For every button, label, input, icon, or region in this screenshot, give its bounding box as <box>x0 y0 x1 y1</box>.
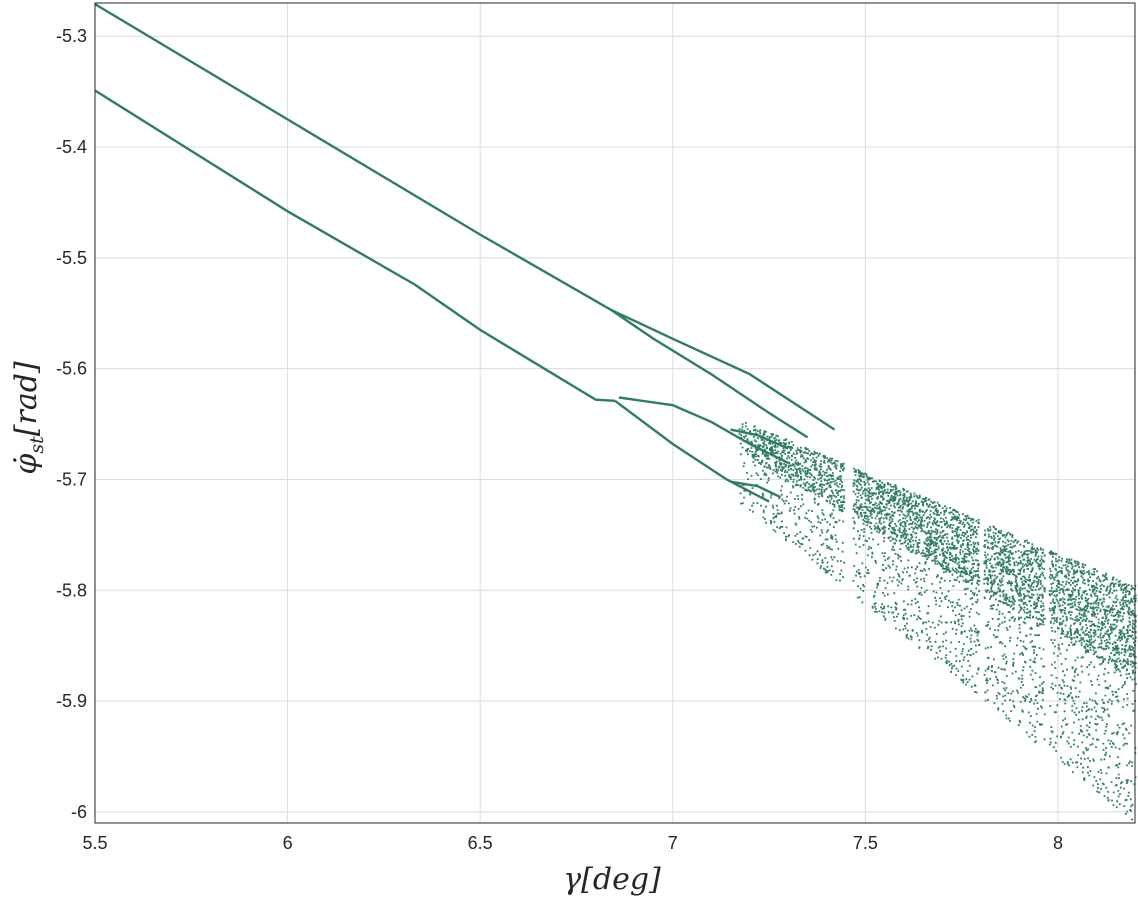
y-axis-label: φ̇st[rad] <box>9 361 48 475</box>
x-tick-label: 6 <box>283 833 293 853</box>
branch-line-5 <box>614 399 770 503</box>
grid-lines <box>94 3 1135 823</box>
branch-line-3 <box>610 308 809 439</box>
y-tick-label: -5.7 <box>56 469 87 489</box>
y-tick-label: -5.5 <box>56 248 87 268</box>
y-tick-label: -5.8 <box>56 580 87 600</box>
x-axis-symbol: γ <box>563 862 581 897</box>
x-tick-label: 7 <box>668 833 678 853</box>
branch-series <box>94 3 836 503</box>
x-tick-label: 7.5 <box>853 833 878 853</box>
y-tick-label: -5.4 <box>56 137 87 157</box>
branch-line-6 <box>730 428 789 450</box>
y-tick-label: -5.3 <box>56 26 87 46</box>
y-tick-label: -6 <box>71 802 87 822</box>
y-axis-symbol: φ̇ <box>9 454 44 475</box>
x-axis-unit: [deg] <box>581 862 661 897</box>
y-tick-label: -5.6 <box>56 359 87 379</box>
branch-line-2 <box>94 89 616 402</box>
y-tick-label: -5.9 <box>56 691 87 711</box>
chaotic-scatter-region <box>738 422 1137 821</box>
x-tick-label: 5.5 <box>82 833 107 853</box>
y-tick-labels: -5.3 -5.4 -5.5 -5.6 -5.7 -5.8 -5.9 -6 <box>56 26 87 822</box>
x-tick-label: 6.5 <box>468 833 493 853</box>
branch-line-7 <box>730 480 782 499</box>
y-axis-unit: [rad] <box>9 361 44 436</box>
y-axis-subscript: st <box>26 436 48 454</box>
x-tick-labels: 5.5 6 6.5 7 7.5 8 <box>82 833 1062 853</box>
branch-line-4 <box>618 396 789 464</box>
x-tick-label: 8 <box>1053 833 1063 853</box>
x-axis-label: γ[deg] <box>563 862 661 897</box>
plot-frame <box>94 2 1136 824</box>
chaotic-points <box>738 422 1137 821</box>
